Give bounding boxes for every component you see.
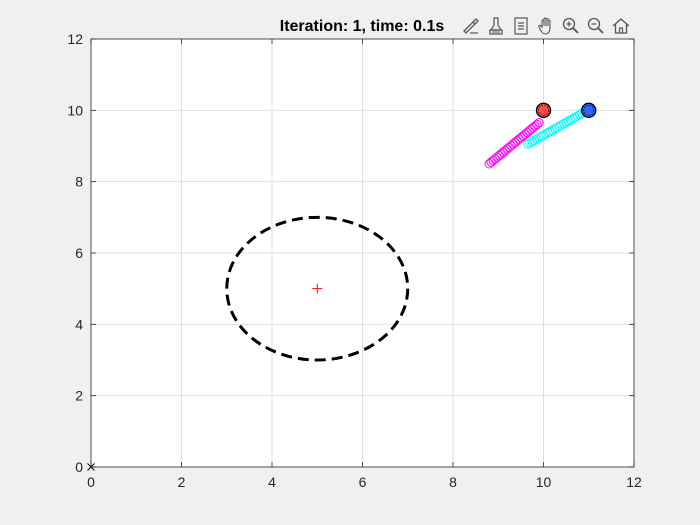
pan-icon bbox=[537, 17, 551, 35]
home-icon bbox=[612, 18, 629, 34]
chart-title: Iteration: 1, time: 0.1s bbox=[280, 18, 445, 35]
trail-point bbox=[532, 119, 542, 130]
zoom-out-icon bbox=[587, 17, 604, 34]
y-tick-label: 6 bbox=[75, 245, 83, 261]
y-tick-label: 12 bbox=[67, 31, 83, 47]
series-1 bbox=[484, 102, 552, 169]
zoom-out-button[interactable] bbox=[584, 14, 607, 38]
series-layer bbox=[484, 102, 597, 169]
y-tick-label: 0 bbox=[75, 459, 83, 475]
trail-point bbox=[534, 118, 544, 128]
x-tick-label: 6 bbox=[359, 474, 367, 490]
series-2 bbox=[522, 102, 597, 149]
y-tick-label: 10 bbox=[67, 102, 83, 118]
x-tick-label: 2 bbox=[178, 474, 186, 490]
x-tick-label: 4 bbox=[268, 474, 276, 490]
axis-ticks: 0 2 4 6 8 10 12 0 2 4 6 8 10 12 bbox=[67, 31, 642, 490]
region-circle bbox=[225, 215, 410, 362]
y-tick-label: 4 bbox=[75, 316, 83, 332]
legend-icon bbox=[513, 17, 528, 35]
legend-button[interactable] bbox=[509, 14, 532, 38]
x-tick-label: 8 bbox=[449, 474, 457, 490]
brush-icon bbox=[462, 18, 479, 34]
pan-button[interactable] bbox=[534, 14, 557, 38]
y-tick-label: 8 bbox=[75, 174, 83, 190]
x-tick-label: 0 bbox=[87, 474, 95, 490]
axes-toolbar bbox=[459, 12, 632, 40]
y-tick-label: 2 bbox=[75, 388, 83, 404]
zoom-in-icon bbox=[562, 17, 579, 34]
home-button[interactable] bbox=[609, 14, 632, 38]
brush-button[interactable] bbox=[459, 14, 482, 38]
zoom-in-button[interactable] bbox=[559, 14, 582, 38]
region-circle-outline bbox=[225, 215, 410, 362]
data-tips-button[interactable] bbox=[484, 14, 507, 38]
agent-head-ring bbox=[583, 105, 595, 116]
agent-head-ring bbox=[538, 105, 549, 116]
x-tick-label: 10 bbox=[536, 474, 552, 490]
data-tips-icon bbox=[488, 17, 503, 35]
x-tick-label: 12 bbox=[626, 474, 642, 490]
